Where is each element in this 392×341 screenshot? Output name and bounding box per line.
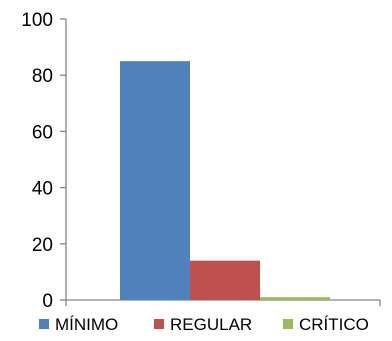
legend-swatch — [283, 319, 293, 329]
legend-swatch — [39, 319, 49, 329]
legend-swatch — [154, 319, 164, 329]
bar-0 — [120, 61, 190, 301]
y-tick-label: 80 — [32, 66, 53, 87]
y-tick-label: 100 — [21, 10, 53, 31]
legend-item: MÍNIMO — [39, 315, 118, 334]
legend-label: MÍNIMO — [55, 315, 118, 334]
bar-1 — [190, 260, 260, 300]
y-tick-label: 60 — [32, 122, 53, 143]
legend-label: REGULAR — [170, 315, 252, 334]
y-tick-labels: 0 20 40 60 80 100 — [21, 10, 53, 312]
y-tick-label: 20 — [32, 235, 53, 256]
y-tick-label: 0 — [42, 291, 53, 312]
bar-2 — [260, 297, 330, 300]
legend: MÍNIMO REGULAR CRÍTICO — [39, 315, 369, 334]
legend-item: CRÍTICO — [283, 315, 369, 334]
legend-label: CRÍTICO — [299, 315, 369, 334]
legend-item: REGULAR — [154, 315, 252, 334]
y-tick-label: 40 — [32, 179, 53, 200]
bars — [120, 61, 330, 301]
